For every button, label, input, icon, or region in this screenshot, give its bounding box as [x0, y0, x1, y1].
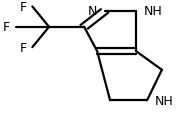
- Text: NH: NH: [154, 94, 173, 107]
- Text: F: F: [20, 41, 27, 54]
- Text: F: F: [20, 1, 27, 14]
- Text: NH: NH: [143, 5, 162, 18]
- Text: N: N: [88, 5, 97, 18]
- Text: F: F: [3, 21, 10, 34]
